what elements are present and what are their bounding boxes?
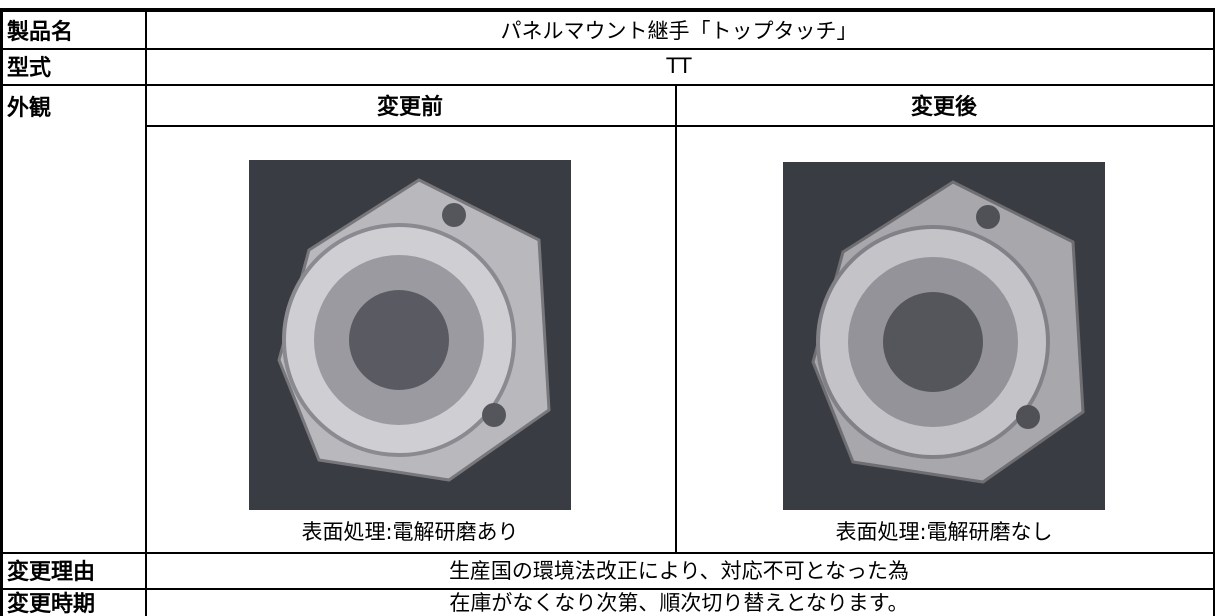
label: 製品名 (0, 12, 147, 50)
model: TT (145, 48, 1215, 86)
label: 外観 (0, 84, 147, 554)
before-heading: 変更前 (145, 84, 677, 127)
timing: 在庫がなくなり次第、順次切り替えとなります。 (145, 588, 1215, 616)
caption: 表面処理:電解研磨あり (301, 520, 519, 544)
label: 変更時期 (0, 588, 147, 616)
photo-before (249, 160, 571, 510)
after-heading: 変更後 (675, 84, 1215, 127)
reason: 生産国の環境法改正により、対応不可となった為 (145, 552, 1215, 590)
label: 変更理由 (0, 552, 147, 590)
before-cell: 表面処理:電解研磨あり (145, 125, 677, 554)
top-border (0, 8, 1215, 12)
photo-after (783, 162, 1105, 510)
label: 型式 (0, 48, 147, 86)
caption: 表面処理:電解研磨なし (835, 520, 1053, 544)
after-cell: 表面処理:電解研磨なし (675, 125, 1215, 554)
product-name: パネルマウント継手「トップタッチ」 (145, 12, 1215, 50)
